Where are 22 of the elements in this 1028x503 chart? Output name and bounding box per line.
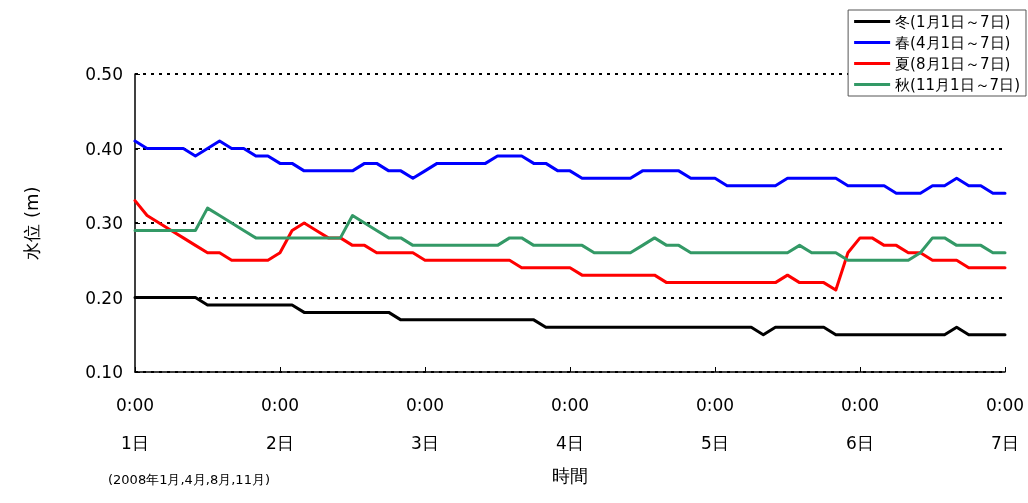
legend-label: 冬(1月1日～7日) <box>895 12 1011 31</box>
x-tick-label: 0:00 1日 <box>115 395 155 453</box>
y-tick-label: 0.10 <box>85 362 123 382</box>
x-tick-label: 0:00 7日 <box>985 395 1025 453</box>
y-tick-label: 0.40 <box>85 138 123 159</box>
legend-label: 秋(11月1日～7日) <box>895 75 1021 94</box>
x-tick-label: 0:00 6日 <box>840 395 880 453</box>
x-tick-label: 0:00 4日 <box>550 395 590 453</box>
line-series <box>133 206 1007 262</box>
line-series <box>133 199 1007 292</box>
x-tick-label: 0:00 3日 <box>405 395 445 453</box>
x-axis-title: 時間 <box>552 465 588 487</box>
legend-label: 夏(8月1日～7日) <box>895 54 1011 73</box>
x-tick-label: 0:00 2日 <box>260 395 300 453</box>
y-axis-title: 水位 (m) <box>20 186 42 260</box>
y-tick-label: 0.30 <box>85 213 123 233</box>
y-tick-label: 0.50 <box>85 64 123 84</box>
legend-label: 春(4月1日～7日) <box>895 33 1011 52</box>
text: (2008年1月,4月,8月,11月) <box>108 472 270 487</box>
x-tick-label: 0:00 5日 <box>695 395 735 453</box>
y-tick-label: 0.20 <box>85 287 123 308</box>
line-series <box>133 139 1007 195</box>
